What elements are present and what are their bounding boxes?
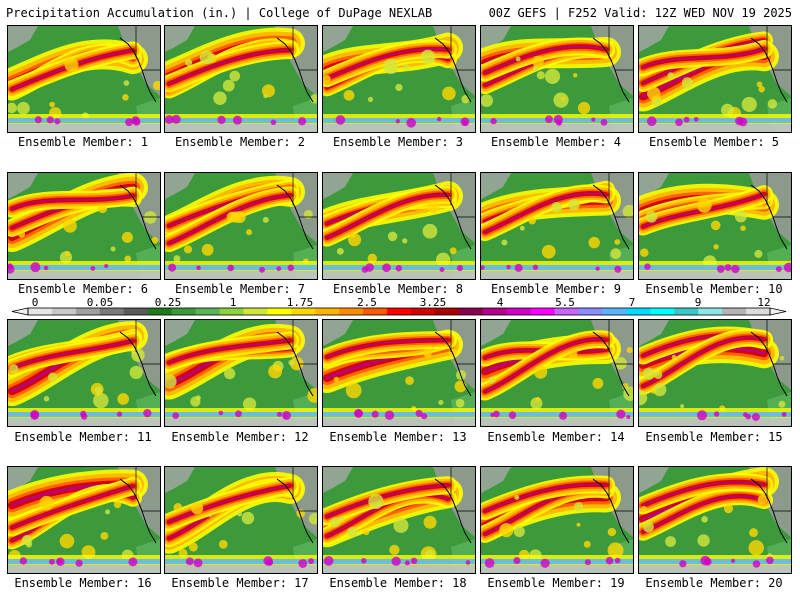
colorbar-swatch (51, 308, 77, 315)
ensemble-map-panel (638, 172, 792, 280)
ensemble-member-label: Ensemble Member: 10 (645, 282, 783, 296)
ensemble-map-panel (7, 319, 161, 427)
ensemble-map-panel (480, 466, 634, 574)
colorbar-swatch (219, 308, 244, 315)
colorbar-swatch (195, 308, 220, 315)
colorbar-swatch (530, 308, 556, 315)
ensemble-member-label: Ensemble Member: 18 (329, 576, 467, 590)
ensemble-map-panel (638, 319, 792, 427)
ensemble-map-panel (322, 172, 476, 280)
colorbar-swatch (291, 308, 316, 315)
ensemble-map-panel (7, 172, 161, 280)
colorbar-tick-label: 3.25 (420, 296, 447, 309)
ensemble-member-label: Ensemble Member: 3 (332, 135, 464, 149)
ensemble-member-label: Ensemble Member: 19 (487, 576, 625, 590)
colorbar-swatch (674, 308, 699, 315)
colorbar-swatch (410, 308, 436, 315)
colorbar-tick-label: 12 (757, 296, 770, 309)
ensemble-member-label: Ensemble Member: 1 (17, 135, 149, 149)
colorbar-swatch (698, 308, 723, 315)
ensemble-member-label: Ensemble Member: 5 (648, 135, 780, 149)
colorbar-swatch (554, 308, 580, 315)
ensemble-map-panel (7, 466, 161, 574)
colorbar-swatch (171, 308, 197, 315)
colorbar-swatch (434, 308, 460, 315)
colorbar-swatch (243, 308, 268, 315)
colorbar-swatch (315, 308, 340, 315)
colorbar-swatch (363, 308, 388, 315)
ensemble-member-label: Ensemble Member: 7 (174, 282, 306, 296)
ensemble-member-label: Ensemble Member: 8 (332, 282, 464, 296)
colorbar-swatch (267, 308, 292, 315)
colorbar-tick-label: 4 (497, 296, 504, 309)
ensemble-member-label: Ensemble Member: 4 (490, 135, 622, 149)
colorbar-swatch (123, 308, 149, 315)
ensemble-member-label: Ensemble Member: 11 (14, 430, 152, 444)
colorbar-frame (27, 307, 771, 316)
ensemble-member-label: Ensemble Member: 16 (14, 576, 152, 590)
ensemble-map-panel (322, 466, 476, 574)
ensemble-member-label: Ensemble Member: 6 (17, 282, 149, 296)
ensemble-map-panel (7, 25, 161, 133)
colorbar-tick-label: 0.25 (155, 296, 182, 309)
colorbar-swatch (626, 308, 651, 315)
colorbar-swatch (746, 308, 771, 315)
colorbar-tick-label: 5.5 (555, 296, 575, 309)
colorbar-swatch (75, 308, 101, 315)
map-title: Precipitation Accumulation (in.) | Colle… (6, 6, 433, 20)
colorbar-swatch (28, 308, 53, 315)
ensemble-map-panel (322, 319, 476, 427)
colorbar-swatch (722, 308, 747, 315)
ensemble-member-label: Ensemble Member: 12 (171, 430, 309, 444)
colorbar-tick-label: 9 (695, 296, 702, 309)
ensemble-member-label: Ensemble Member: 14 (487, 430, 625, 444)
ensemble-map-panel (164, 466, 318, 574)
colorbar-right-arrow (769, 307, 787, 316)
ensemble-map-panel (164, 172, 318, 280)
ensemble-map-panel (638, 25, 792, 133)
ensemble-member-label: Ensemble Member: 9 (490, 282, 622, 296)
colorbar-left-arrow (11, 307, 29, 316)
colorbar-swatch (99, 308, 125, 315)
ensemble-map-panel (164, 319, 318, 427)
colorbar-tick-label: 0.05 (87, 296, 114, 309)
colorbar-swatch (147, 308, 173, 315)
colorbar-swatch (578, 308, 603, 315)
colorbar-swatch (650, 308, 675, 315)
ensemble-map-panel (322, 25, 476, 133)
colorbar-swatch (458, 308, 484, 315)
colorbar-tick-label: 1.75 (287, 296, 314, 309)
precip-colorbar: 0 0.05 0.25 1 1.75 2.5 3.25 4 5.5 7 9 12 (11, 296, 787, 316)
colorbar-swatch (482, 308, 508, 315)
ensemble-member-label: Ensemble Member: 17 (171, 576, 309, 590)
ensemble-member-label: Ensemble Member: 2 (174, 135, 306, 149)
ensemble-member-label: Ensemble Member: 20 (645, 576, 783, 590)
colorbar-swatch (387, 308, 412, 315)
ensemble-map-panel (164, 25, 318, 133)
run-valid-time: 00Z GEFS | F252 Valid: 12Z WED NOV 19 20… (488, 6, 792, 20)
colorbar-swatch (506, 308, 532, 315)
colorbar-swatch (339, 308, 364, 315)
colorbar-tick-label: 7 (629, 296, 636, 309)
colorbar-tick-label: 1 (230, 296, 237, 309)
ensemble-member-label: Ensemble Member: 15 (645, 430, 783, 444)
ensemble-map-panel (480, 25, 634, 133)
colorbar-tick-label: 2.5 (357, 296, 377, 309)
colorbar-swatch (602, 308, 627, 315)
colorbar-tick-label: 0 (32, 296, 39, 309)
ensemble-map-panel (638, 466, 792, 574)
ensemble-map-panel (480, 172, 634, 280)
ensemble-map-panel (480, 319, 634, 427)
ensemble-member-label: Ensemble Member: 13 (329, 430, 467, 444)
